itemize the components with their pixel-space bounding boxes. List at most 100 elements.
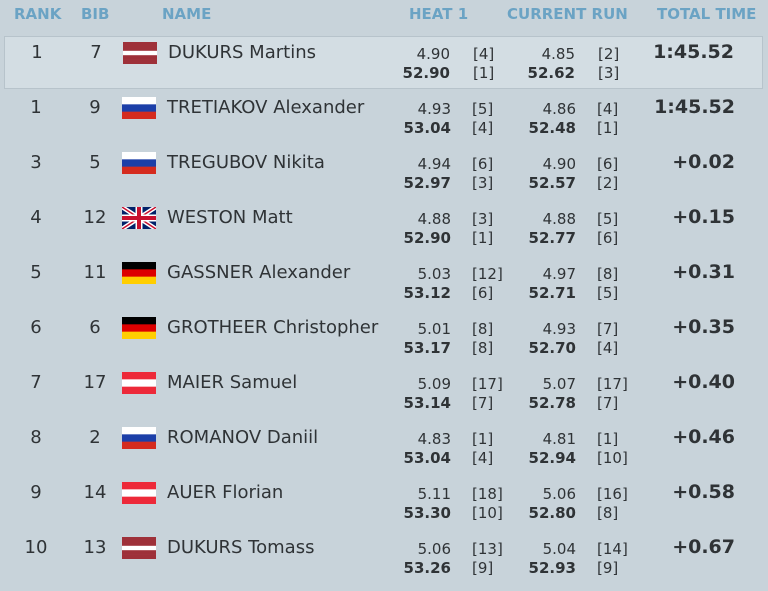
heat1-split-rank: [5] (472, 100, 494, 118)
total-time: +0.67 (672, 536, 735, 558)
run-time: 52.77 (528, 229, 576, 247)
run-split-rank: [4] (597, 100, 619, 118)
heat1-time: 52.90 (403, 229, 451, 247)
result-row: 9 14 AUER Florian 5.11 [18] 53.30 [10] 5.06 [16]… (4, 476, 763, 531)
heat1-split-rank: [1] (472, 430, 494, 448)
bib: 9 (89, 97, 101, 118)
athlete-name: TRETIAKOV Alexander (167, 97, 365, 118)
bib: 12 (83, 207, 107, 228)
athlete-name: DUKURS Tomass (167, 537, 315, 558)
run-time-rank: [3] (598, 64, 620, 82)
run-split: 4.81 (542, 430, 576, 448)
run-split-rank: [7] (597, 320, 619, 338)
run-time-rank: [1] (597, 119, 619, 137)
run-time-rank: [7] (597, 394, 619, 412)
bib: 13 (83, 537, 107, 558)
run-split-rank: [1] (597, 430, 619, 448)
run-time-rank: [9] (597, 559, 619, 577)
total-time: +0.46 (672, 426, 735, 448)
run-split: 4.85 (541, 45, 575, 63)
run-split: 4.86 (542, 100, 576, 118)
heat1-time: 53.12 (403, 284, 451, 302)
heat1-split: 4.83 (417, 430, 451, 448)
run-split: 4.90 (542, 155, 576, 173)
run-split-rank: [17] (597, 375, 628, 393)
run-time-rank: [4] (597, 339, 619, 357)
result-row: 8 2 ROMANOV Daniil 4.83 [1] 53.04 [4] 4.81 [1] 52… (4, 421, 763, 476)
rank: 5 (30, 262, 42, 283)
athlete-name: MAIER Samuel (167, 372, 298, 393)
total-time: 1:45.52 (653, 41, 734, 63)
run-time: 52.71 (528, 284, 576, 302)
run-time-rank: [6] (597, 229, 619, 247)
heat1-time: 53.26 (403, 559, 451, 577)
run-time-rank: [5] (597, 284, 619, 302)
run-time: 52.48 (528, 119, 576, 137)
rank: 8 (30, 427, 42, 448)
total-time: 1:45.52 (654, 96, 735, 118)
athlete-name: DUKURS Martins (168, 42, 316, 63)
rank: 4 (30, 207, 42, 228)
run-split: 4.93 (542, 320, 576, 338)
result-row: 1 7 DUKURS Martins 4.90 [4] 52.90 [1] 4.85 [2] 52… (4, 36, 763, 89)
flag (122, 152, 156, 174)
rank: 6 (30, 317, 42, 338)
heat1-split: 4.90 (416, 45, 450, 63)
run-split: 4.97 (542, 265, 576, 283)
heat1-time: 53.30 (403, 504, 451, 522)
heat1-time-rank: [4] (472, 449, 494, 467)
flag (122, 427, 156, 449)
run-time-rank: [10] (597, 449, 628, 467)
result-row: 6 6 GROTHEER Christopher 5.01 [8] 53.17 [8] 4.9… (4, 311, 763, 366)
flag (122, 317, 156, 339)
total-time: +0.35 (672, 316, 735, 338)
result-row: 4 12 WESTON Matt 4.88 [3] 52.90 [1] 4.88 [5] 52.7… (4, 201, 763, 256)
col-rank: RANK (14, 5, 62, 23)
heat1-split: 5.03 (417, 265, 451, 283)
rank: 3 (30, 152, 42, 173)
heat1-time-rank: [4] (472, 119, 494, 137)
run-time-rank: [2] (597, 174, 619, 192)
flag (122, 207, 156, 229)
run-time: 52.93 (528, 559, 576, 577)
result-row: 3 5 TREGUBOV Nikita 4.94 [6] 52.97 [3] 4.90 [6] 5… (4, 146, 763, 201)
heat1-time: 53.04 (403, 449, 451, 467)
col-current-run: CURRENT RUN (507, 5, 628, 23)
athlete-name: ROMANOV Daniil (167, 427, 319, 448)
run-time: 52.94 (528, 449, 576, 467)
heat1-split: 5.11 (417, 485, 451, 503)
rank: 1 (31, 42, 43, 63)
total-time: +0.58 (672, 481, 735, 503)
flag (122, 482, 156, 504)
result-row: 5 11 GASSNER Alexander 5.03 [12] 53.12 [6] 4.97… (4, 256, 763, 311)
heat1-time: 53.17 (403, 339, 451, 357)
heat1-split: 5.09 (417, 375, 451, 393)
result-row: 10 13 DUKURS Tomass 5.06 [13] 53.26 [9] 5.04 [14… (4, 531, 763, 586)
bib: 11 (83, 262, 107, 283)
heat1-split-rank: [8] (472, 320, 494, 338)
bib: 5 (89, 152, 101, 173)
athlete-name: GASSNER Alexander (167, 262, 351, 283)
run-time: 52.80 (528, 504, 576, 522)
heat1-split: 4.88 (417, 210, 451, 228)
flag (122, 372, 156, 394)
col-name: NAME (162, 5, 212, 23)
heat1-split: 5.06 (417, 540, 451, 558)
flag (123, 42, 157, 64)
athlete-name: AUER Florian (167, 482, 284, 503)
heat1-split-rank: [13] (472, 540, 503, 558)
result-row: 1 9 TRETIAKOV Alexander 4.93 [5] 53.04 [4] 4.86… (4, 91, 763, 146)
run-time: 52.62 (527, 64, 575, 82)
col-heat1: HEAT 1 (409, 5, 469, 23)
bib: 6 (89, 317, 101, 338)
heat1-time: 53.04 (403, 119, 451, 137)
heat1-split-rank: [3] (472, 210, 494, 228)
run-split: 5.06 (542, 485, 576, 503)
heat1-time: 52.90 (402, 64, 450, 82)
heat1-time-rank: [9] (472, 559, 494, 577)
total-time: +0.40 (672, 371, 735, 393)
heat1-split: 4.93 (417, 100, 451, 118)
heat1-time-rank: [7] (472, 394, 494, 412)
bib: 7 (90, 42, 102, 63)
